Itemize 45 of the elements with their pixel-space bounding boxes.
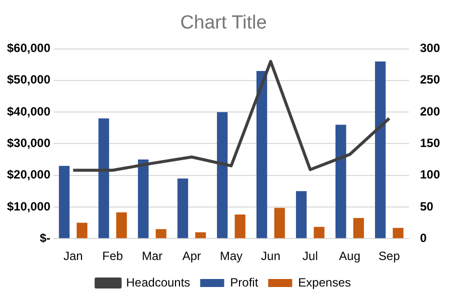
legend-label: Headcounts [126, 275, 190, 290]
legend-label: Expenses [298, 275, 351, 290]
y2-tick-label: 0 [420, 230, 427, 245]
y2-tick-label: 100 [420, 168, 440, 182]
bar [234, 214, 246, 238]
y-tick-label: $40,000 [6, 104, 51, 118]
y2-tick-label: 150 [420, 136, 440, 150]
x-tick-label: Jun [261, 249, 280, 264]
x-tick-label: Aug [339, 249, 360, 264]
y2-tick-label: 250 [420, 72, 440, 87]
bar [58, 166, 70, 238]
bar [76, 222, 88, 238]
y-tick-label: $20,000 [6, 168, 51, 182]
x-tick-label: Apr [182, 249, 202, 264]
bar [375, 61, 386, 238]
y-tick-label: $- [40, 230, 50, 245]
chart-title: Chart Title [180, 12, 267, 34]
legend-label: Profit [230, 275, 259, 290]
y2-tick-label: 50 [420, 199, 434, 214]
bar [98, 118, 110, 238]
bar [392, 228, 404, 238]
bar [156, 229, 166, 238]
x-tick-label: Jan [63, 249, 83, 264]
x-tick-label: Feb [102, 249, 124, 264]
y2-tick-label: 200 [420, 104, 440, 118]
bar [256, 70, 268, 238]
x-tick-label: Sep [378, 249, 400, 264]
y-tick-label: $30,000 [6, 136, 51, 150]
bar [177, 178, 188, 238]
bar [296, 191, 307, 238]
x-tick-label: Mar [142, 249, 162, 264]
x-tick-label: Jul [302, 249, 318, 264]
y2-tick-label: 300 [420, 41, 440, 56]
bar [353, 218, 364, 238]
bar [116, 212, 127, 238]
y-tick-label: $50,000 [6, 72, 51, 87]
bar [274, 208, 285, 238]
x-tick-label: May [220, 249, 243, 264]
bar [314, 226, 324, 238]
bar [335, 124, 346, 238]
bar [195, 232, 206, 238]
bar [216, 112, 228, 238]
y-tick-label: $10,000 [6, 199, 51, 214]
bar [138, 160, 149, 238]
y-tick-label: $60,000 [6, 41, 51, 56]
